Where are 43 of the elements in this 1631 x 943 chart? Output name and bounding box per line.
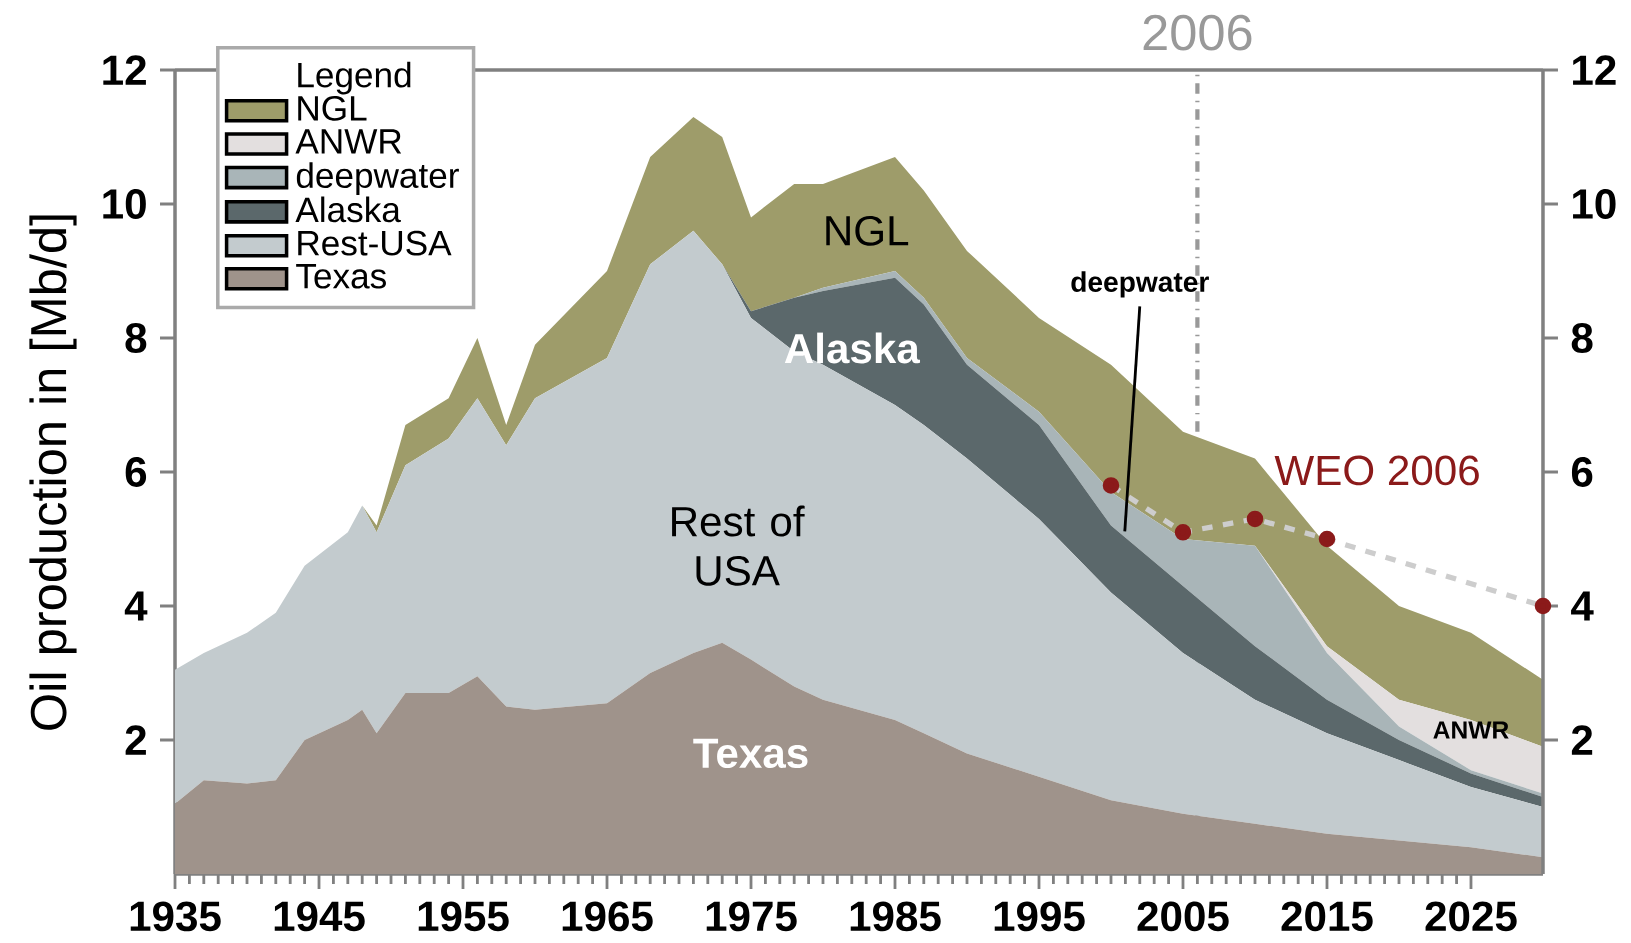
point — [1246, 510, 1264, 528]
y2-tick-label: 12 — [1573, 55, 1616, 85]
point — [1174, 524, 1192, 541]
legend-label: Texas — [296, 264, 386, 289]
ref-line-label: 2006 — [1143, 14, 1252, 51]
x-tick-label: 1965 — [562, 901, 653, 932]
point — [1102, 477, 1120, 494]
series-label: WEO 2006 — [1274, 455, 1479, 486]
y-tick-label: 10 — [103, 189, 146, 219]
x-tick-label: 1985 — [850, 901, 941, 932]
annotation: ANWR — [1433, 721, 1509, 739]
x-tick-label: 1975 — [706, 901, 797, 932]
point — [1534, 597, 1552, 615]
x-tick-label: 1995 — [994, 901, 1085, 932]
x-tick-label: 1935 — [130, 901, 221, 932]
point — [1318, 530, 1336, 548]
legend-label: Rest-USA — [298, 230, 452, 256]
legend-label: Alaska — [295, 196, 401, 223]
y-axis-title: Oil production in [Mb/d] — [29, 215, 77, 730]
legend-title: Legend — [298, 61, 411, 95]
legend-label: ANWR — [295, 129, 402, 154]
y2-tick-label: 6 — [1571, 457, 1593, 487]
annotation: Rest of USA — [672, 505, 805, 586]
x-tick-label: 2025 — [1425, 901, 1517, 932]
y2-tick-label: 4 — [1571, 591, 1594, 621]
y-tick-label: 6 — [125, 457, 147, 487]
y-tick-label: 8 — [125, 323, 147, 353]
x-tick-label: 1945 — [274, 901, 365, 932]
y2-tick-label: 2 — [1571, 725, 1593, 755]
y-tick-label: 4 — [124, 591, 148, 621]
legend-label: deepwater — [296, 162, 459, 195]
x-tick-label: 2015 — [1281, 901, 1373, 932]
annotation: deepwater — [1071, 271, 1209, 298]
annotation: Texas — [693, 738, 808, 769]
legend-label: NGL — [298, 95, 367, 121]
y-tick-label: 2 — [125, 725, 146, 755]
x-tick-label: 1955 — [418, 901, 509, 932]
y-tick-label: 12 — [103, 55, 146, 85]
annotation: Alaska — [784, 332, 921, 364]
x-tick-label: 2005 — [1137, 901, 1229, 932]
y2-tick-label: 8 — [1571, 323, 1593, 353]
annotation: NGL — [826, 215, 909, 246]
y2-tick-label: 10 — [1573, 189, 1616, 219]
